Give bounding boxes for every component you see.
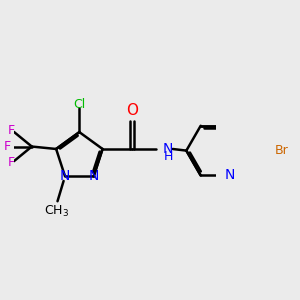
Text: N: N (224, 169, 235, 182)
Text: F: F (4, 140, 11, 153)
Text: CH$_3$: CH$_3$ (44, 204, 69, 220)
Text: Cl: Cl (73, 98, 86, 111)
Text: N: N (163, 142, 173, 156)
Text: N: N (60, 169, 70, 183)
Text: H: H (164, 150, 173, 163)
Text: Br: Br (275, 144, 288, 157)
Text: O: O (126, 103, 138, 118)
Text: F: F (8, 156, 15, 169)
Text: F: F (8, 124, 15, 137)
Text: N: N (88, 169, 99, 183)
